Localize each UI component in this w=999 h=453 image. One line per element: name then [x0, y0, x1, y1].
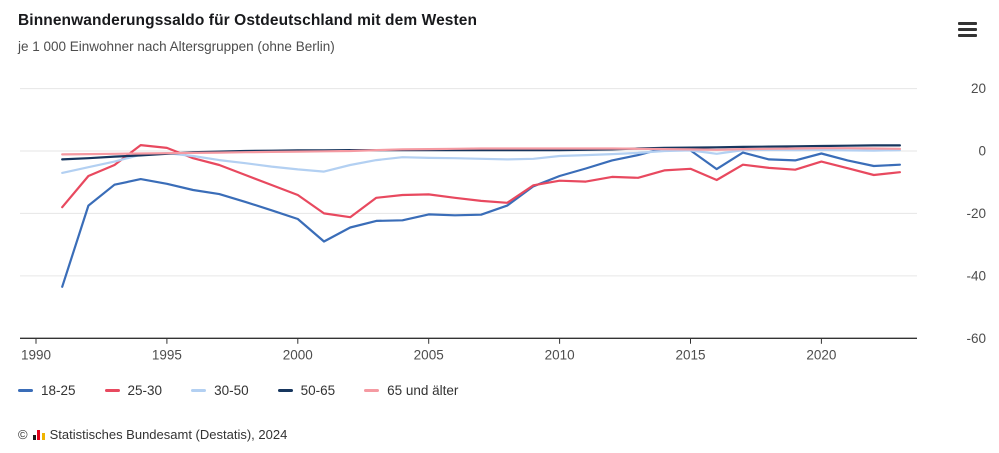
legend-label: 25-30	[127, 383, 163, 398]
x-tick-label: 2005	[414, 347, 444, 362]
hamburger-menu-icon[interactable]	[958, 22, 977, 37]
legend-swatch-icon	[104, 389, 120, 392]
series-line-25-30	[61, 144, 902, 219]
legend-item-18-25: 18-25	[18, 383, 76, 398]
y-tick-label: 0	[978, 144, 986, 159]
x-tick-label: 2015	[675, 347, 705, 362]
x-tick-label: 2000	[283, 347, 313, 362]
x-tick-label: 2020	[806, 347, 836, 362]
legend-item-30-50: 30-50	[191, 383, 249, 398]
x-tick-label: 1990	[21, 347, 51, 362]
menu-bar	[958, 28, 977, 31]
source-text: Statistisches Bundesamt (Destatis), 2024	[49, 427, 288, 442]
series-line-18-25	[61, 147, 902, 288]
chart-subtitle: je 1 000 Einwohner nach Altersgruppen (o…	[18, 39, 335, 54]
legend-label: 30-50	[214, 383, 249, 398]
legend-swatch-icon	[277, 389, 293, 392]
legend-item-65-und-älter: 65 und älter	[364, 383, 458, 398]
legend-item-25-30: 25-30	[104, 383, 163, 398]
destatis-bars-icon	[32, 429, 45, 440]
x-tick-label: 1995	[152, 347, 182, 362]
series-line-65-und-älter	[61, 147, 902, 156]
y-tick-label: -60	[966, 331, 986, 346]
legend-label: 18-25	[41, 383, 76, 398]
copyright-symbol: ©	[18, 427, 28, 442]
chart-header: Binnenwanderungssaldo für Ostdeutschland…	[18, 12, 477, 54]
y-tick-label: -20	[966, 206, 986, 221]
y-tick-label: -40	[966, 268, 986, 283]
legend-swatch-icon	[18, 389, 33, 392]
menu-bar	[958, 22, 977, 25]
page-title: Binnenwanderungssaldo für Ostdeutschland…	[18, 12, 478, 29]
menu-bar	[958, 34, 977, 37]
legend-label: 50-65	[300, 383, 336, 398]
legend-label: 65 und älter	[387, 383, 459, 398]
legend-swatch-icon	[191, 389, 207, 392]
y-tick-label: 20	[971, 81, 986, 96]
x-tick-label: 2010	[545, 347, 575, 362]
chart-legend: 18-25 25-30 30-50 50-65 65 und älter	[18, 383, 458, 398]
source-attribution: © Statistisches Bundesamt (Destatis), 20…	[18, 427, 287, 442]
legend-item-50-65: 50-65	[277, 383, 336, 398]
legend-swatch-icon	[364, 389, 380, 392]
